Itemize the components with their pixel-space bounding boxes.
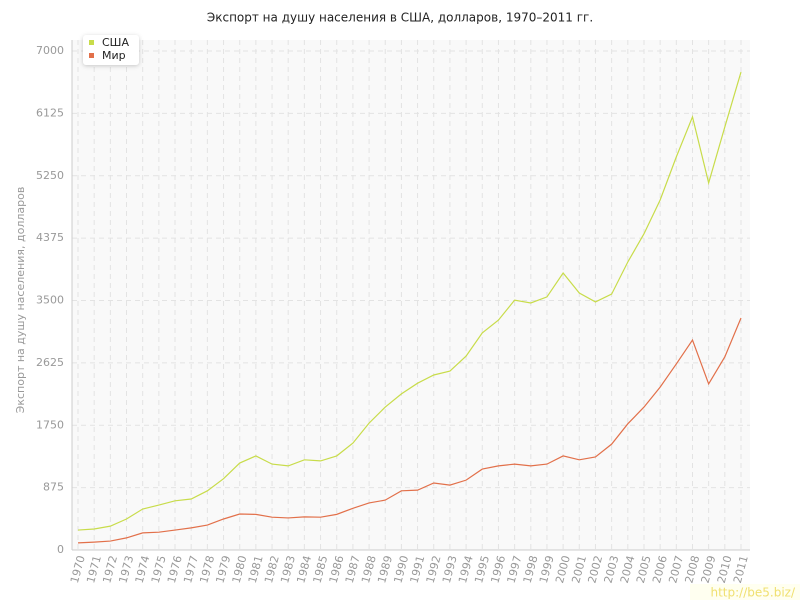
legend-swatch	[89, 53, 94, 58]
plot-area	[72, 40, 750, 550]
y-tick-label: 2625	[36, 356, 64, 369]
y-axis-label: Экспорт на душу населения, долларов	[14, 187, 27, 414]
y-tick-label: 6125	[36, 106, 64, 119]
watermark: http://be5.biz/	[710, 586, 795, 600]
y-tick-label: 0	[57, 543, 64, 556]
y-tick-label: 7000	[36, 44, 64, 57]
legend-box	[83, 35, 139, 65]
watermark-bg	[690, 584, 800, 600]
y-tick-label: 4375	[36, 231, 64, 244]
y-tick-label: 3500	[36, 294, 64, 307]
y-tick-label: 1750	[36, 418, 64, 431]
legend-label: Мир	[102, 49, 126, 62]
line-series	[77, 317, 742, 544]
legend-label: США	[102, 36, 129, 49]
chart-title: Экспорт на душу населения в США, долларо…	[207, 11, 593, 25]
line-series	[77, 71, 742, 531]
y-tick-label: 5250	[36, 169, 64, 182]
y-tick-label: 875	[43, 481, 64, 494]
legend-swatch	[89, 40, 94, 45]
